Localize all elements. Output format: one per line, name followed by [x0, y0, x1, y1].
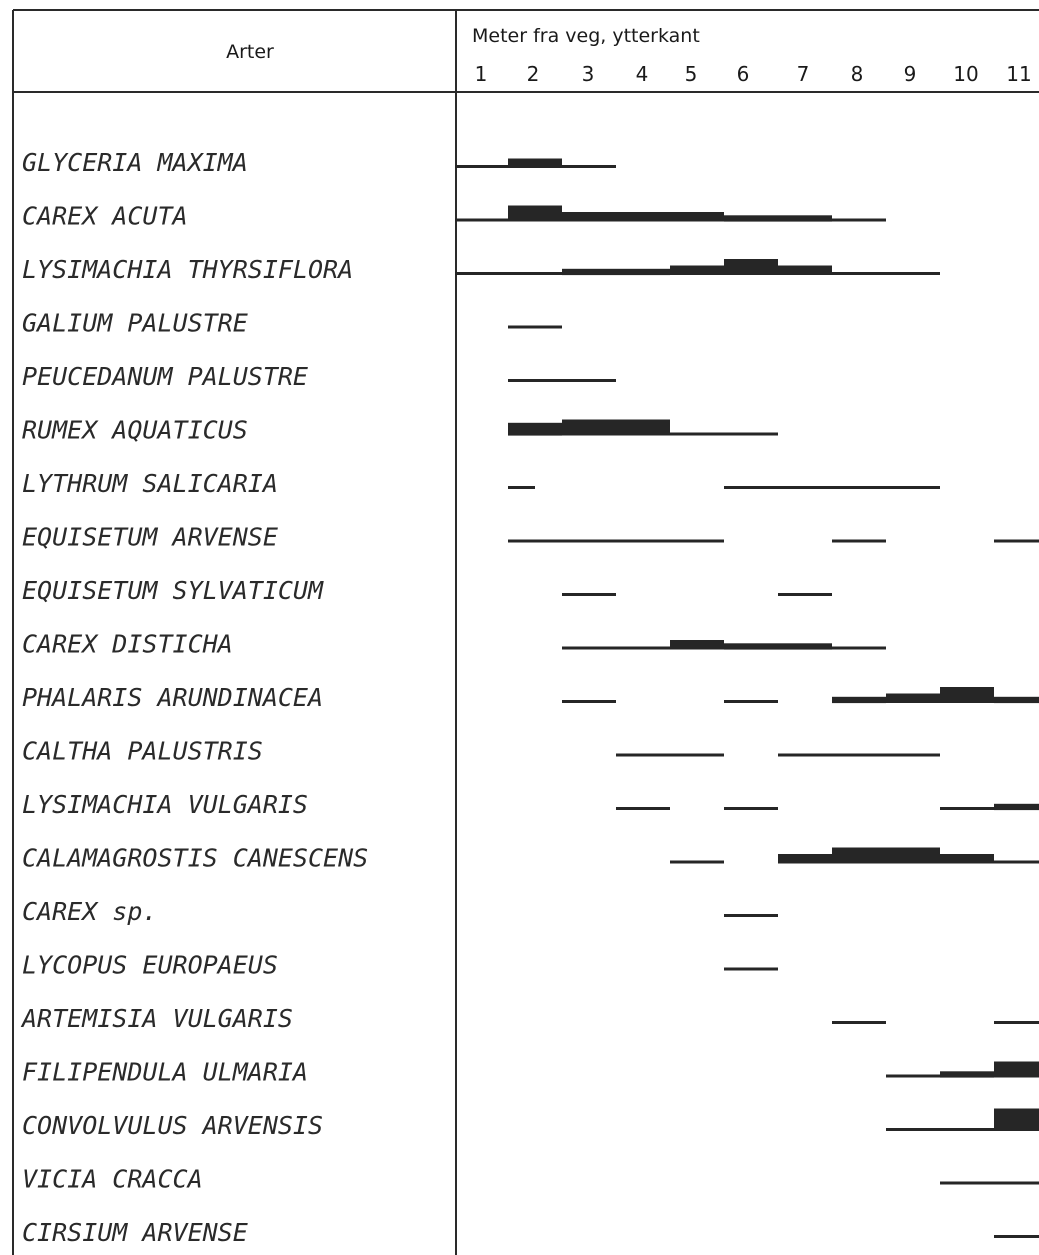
- x-tick-label: 9: [904, 62, 917, 86]
- x-tick-label: 7: [797, 62, 810, 86]
- x-tick-label: 8: [851, 62, 864, 86]
- x-tick-label: 1: [475, 62, 488, 86]
- abundance-bar: [994, 1235, 1039, 1238]
- x-tick-label: 3: [582, 62, 595, 86]
- species-label: GLYCERIA MAXIMA: [22, 148, 248, 177]
- abundance-bar: [832, 1021, 886, 1024]
- x-tick-label: 5: [685, 62, 698, 86]
- abundance-bar: [508, 205, 562, 222]
- x-tick-label: 6: [737, 62, 750, 86]
- abundance-bar: [508, 486, 535, 489]
- abundance-bar: [724, 700, 778, 703]
- abundance-bar: [940, 1071, 994, 1078]
- abundance-bar: [670, 265, 724, 275]
- abundance-bar: [508, 422, 562, 436]
- abundance-bar: [455, 272, 562, 275]
- species-label: CAREX sp.: [22, 897, 157, 926]
- abundance-bar: [994, 803, 1039, 811]
- species-label: PHALARIS ARUNDINACEA: [22, 683, 323, 712]
- abundance-bar: [616, 753, 724, 757]
- species-label: CAREX ACUTA: [22, 202, 188, 231]
- abundance-bar: [832, 218, 886, 222]
- species-label: RUMEX AQUATICUS: [22, 416, 248, 445]
- species-label: VICIA CRACCA: [22, 1165, 203, 1194]
- x-axis-label: Meter fra veg, ytterkant: [472, 25, 700, 47]
- abundance-bar: [455, 218, 508, 222]
- abundance-bar: [562, 419, 670, 436]
- species-label: EQUISETUM SYLVATICUM: [22, 576, 324, 605]
- abundance-bar: [994, 1108, 1039, 1131]
- abundance-bar: [994, 1021, 1039, 1024]
- abundance-bar: [940, 807, 994, 810]
- abundance-bar: [508, 539, 724, 543]
- abundance-bar: [886, 693, 940, 703]
- abundance-bar: [886, 1074, 940, 1078]
- abundance-bar: [778, 753, 940, 757]
- abundance-bar: [724, 643, 832, 650]
- x-tick-label: 11: [1006, 62, 1031, 86]
- abundance-bar: [832, 847, 940, 864]
- abundance-bar: [778, 265, 832, 275]
- species-label: LYTHRUM SALICARIA: [22, 469, 278, 498]
- abundance-bar: [562, 593, 616, 596]
- abundance-bar: [724, 259, 778, 275]
- abundance-bar: [562, 700, 616, 703]
- abundance-bar: [508, 158, 562, 168]
- abundance-bar: [994, 539, 1039, 543]
- species-label: FILIPENDULA ULMARIA: [22, 1058, 308, 1087]
- abundance-bar: [832, 646, 886, 650]
- abundance-bar: [994, 1061, 1039, 1078]
- species-label: EQUISETUM ARVENSE: [22, 523, 278, 552]
- abundance-bar: [724, 967, 778, 971]
- species-label: GALIUM PALUSTRE: [22, 309, 248, 338]
- abundance-bar: [886, 1128, 994, 1131]
- species-label: LYCOPUS EUROPAEUS: [22, 951, 278, 980]
- abundance-bar: [562, 646, 670, 650]
- abundance-bar: [994, 696, 1039, 704]
- abundance-bar: [940, 687, 994, 703]
- species-label: LYSIMACHIA VULGARIS: [22, 790, 308, 819]
- abundance-bar: [724, 215, 832, 222]
- abundance-bar: [670, 640, 724, 650]
- abundance-bar: [832, 272, 940, 275]
- abundance-bar: [562, 165, 616, 168]
- x-axis-ticks: 1 2 3 4 5 6 7 8 9 10 11: [475, 62, 1032, 86]
- abundance-bar: [940, 854, 994, 864]
- abundance-bar: [724, 807, 778, 810]
- abundance-bar: [455, 165, 508, 168]
- x-tick-label: 4: [636, 62, 649, 86]
- abundance-bar: [994, 860, 1039, 864]
- abundance-bar: [562, 212, 724, 222]
- species-label: CONVOLVULUS ARVENSIS: [22, 1111, 323, 1140]
- abundance-bar: [508, 379, 616, 382]
- species-label: PEUCEDANUM PALUSTRE: [22, 362, 308, 391]
- species-label: ARTEMISIA VULGARIS: [20, 1004, 293, 1033]
- species-column-header: Arter: [226, 41, 274, 63]
- species-label: CALAMAGROSTIS CANESCENS: [22, 844, 368, 873]
- abundance-bar: [778, 854, 832, 864]
- table-frame: [12, 9, 1039, 1255]
- x-tick-label: 2: [527, 62, 540, 86]
- species-label: CIRSIUM ARVENSE: [22, 1218, 248, 1247]
- abundance-bar: [670, 860, 724, 864]
- abundance-bar: [508, 325, 562, 329]
- abundance-bar: [724, 914, 778, 917]
- abundance-bar: [616, 807, 670, 810]
- abundance-bar: [832, 696, 886, 704]
- abundance-bar: [724, 486, 940, 489]
- x-tick-label: 10: [953, 62, 978, 86]
- distribution-bars: [455, 158, 1039, 1238]
- abundance-bar: [670, 432, 778, 436]
- species-labels: GLYCERIA MAXIMA CAREX ACUTA LYSIMACHIA THY…: [20, 148, 368, 1247]
- species-label: CALTHA PALUSTRIS: [22, 737, 263, 766]
- species-label: CAREX DISTICHA: [22, 630, 233, 659]
- abundance-bar: [940, 1181, 1039, 1185]
- species-label: LYSIMACHIA THYRSIFLORA: [22, 255, 353, 284]
- abundance-bar: [778, 593, 832, 596]
- abundance-bar: [562, 268, 670, 276]
- abundance-bar: [832, 539, 886, 543]
